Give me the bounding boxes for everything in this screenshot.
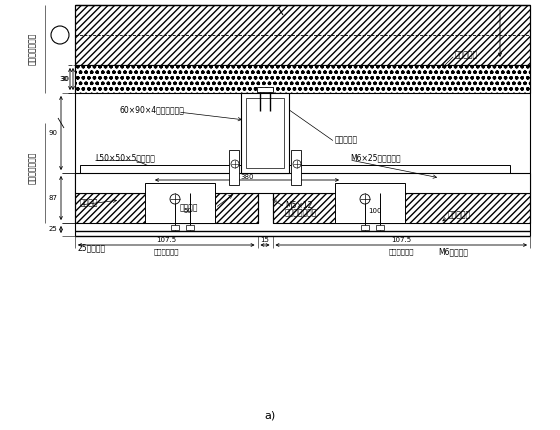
Text: L50×50×5镀锌角钢: L50×50×5镀锌角钢 bbox=[95, 154, 155, 163]
Bar bbox=[80, 165, 241, 173]
Text: 60×90×4镀锌钢通主梁: 60×90×4镀锌钢通主梁 bbox=[120, 105, 185, 114]
Text: 保温防火层: 保温防火层 bbox=[455, 50, 478, 59]
Text: 107.5: 107.5 bbox=[156, 237, 176, 243]
Text: 50: 50 bbox=[184, 208, 193, 214]
Text: 100: 100 bbox=[368, 208, 382, 214]
Text: 幕墙分格尺寸: 幕墙分格尺寸 bbox=[389, 249, 414, 255]
Text: 30: 30 bbox=[59, 76, 68, 82]
Bar bbox=[361, 225, 369, 230]
Text: 107.5: 107.5 bbox=[391, 237, 411, 243]
Text: 25厚花岗石: 25厚花岗石 bbox=[78, 243, 106, 252]
Circle shape bbox=[293, 160, 301, 168]
Text: M5×12: M5×12 bbox=[285, 200, 312, 209]
Bar bbox=[289, 165, 510, 173]
Circle shape bbox=[170, 194, 180, 204]
Bar bbox=[376, 225, 384, 230]
Bar bbox=[145, 183, 215, 223]
Bar bbox=[75, 193, 258, 223]
Bar bbox=[186, 225, 194, 230]
Bar bbox=[75, 65, 530, 93]
Bar bbox=[241, 93, 289, 173]
Text: 380: 380 bbox=[240, 174, 254, 180]
Bar bbox=[171, 225, 179, 230]
Text: a): a) bbox=[264, 410, 276, 420]
Text: 按实际工程采用: 按实际工程采用 bbox=[27, 33, 36, 65]
Text: 幕墙分格尺寸: 幕墙分格尺寸 bbox=[153, 249, 179, 255]
Bar bbox=[246, 98, 284, 168]
Bar bbox=[335, 183, 405, 223]
Text: 87: 87 bbox=[49, 195, 58, 201]
Bar bbox=[273, 193, 530, 223]
Text: 锁紧螺钉: 锁紧螺钉 bbox=[80, 199, 99, 208]
Circle shape bbox=[231, 160, 239, 168]
Bar bbox=[75, 173, 530, 193]
Text: 不锈钢螺杆: 不锈钢螺杆 bbox=[335, 135, 358, 144]
Bar bbox=[291, 150, 301, 185]
Text: M6后切螺栓: M6后切螺栓 bbox=[438, 248, 468, 257]
Text: 25: 25 bbox=[49, 226, 57, 232]
Text: 按实际工程采用: 按实际工程采用 bbox=[27, 152, 36, 184]
Text: 不锈钢微调螺钉: 不锈钢微调螺钉 bbox=[285, 209, 318, 218]
Circle shape bbox=[360, 194, 370, 204]
Text: 90: 90 bbox=[49, 130, 58, 136]
Bar bbox=[75, 5, 530, 65]
Bar bbox=[257, 87, 273, 92]
Text: M6×25不锈钢螺杆: M6×25不锈钢螺杆 bbox=[350, 154, 400, 163]
Text: 30: 30 bbox=[60, 76, 69, 82]
Circle shape bbox=[51, 26, 69, 44]
Text: 防腐垫片: 防腐垫片 bbox=[180, 203, 198, 212]
Bar bbox=[229, 150, 239, 185]
Text: 铝合金挂件: 铝合金挂件 bbox=[448, 211, 471, 219]
Text: 15: 15 bbox=[260, 237, 269, 243]
